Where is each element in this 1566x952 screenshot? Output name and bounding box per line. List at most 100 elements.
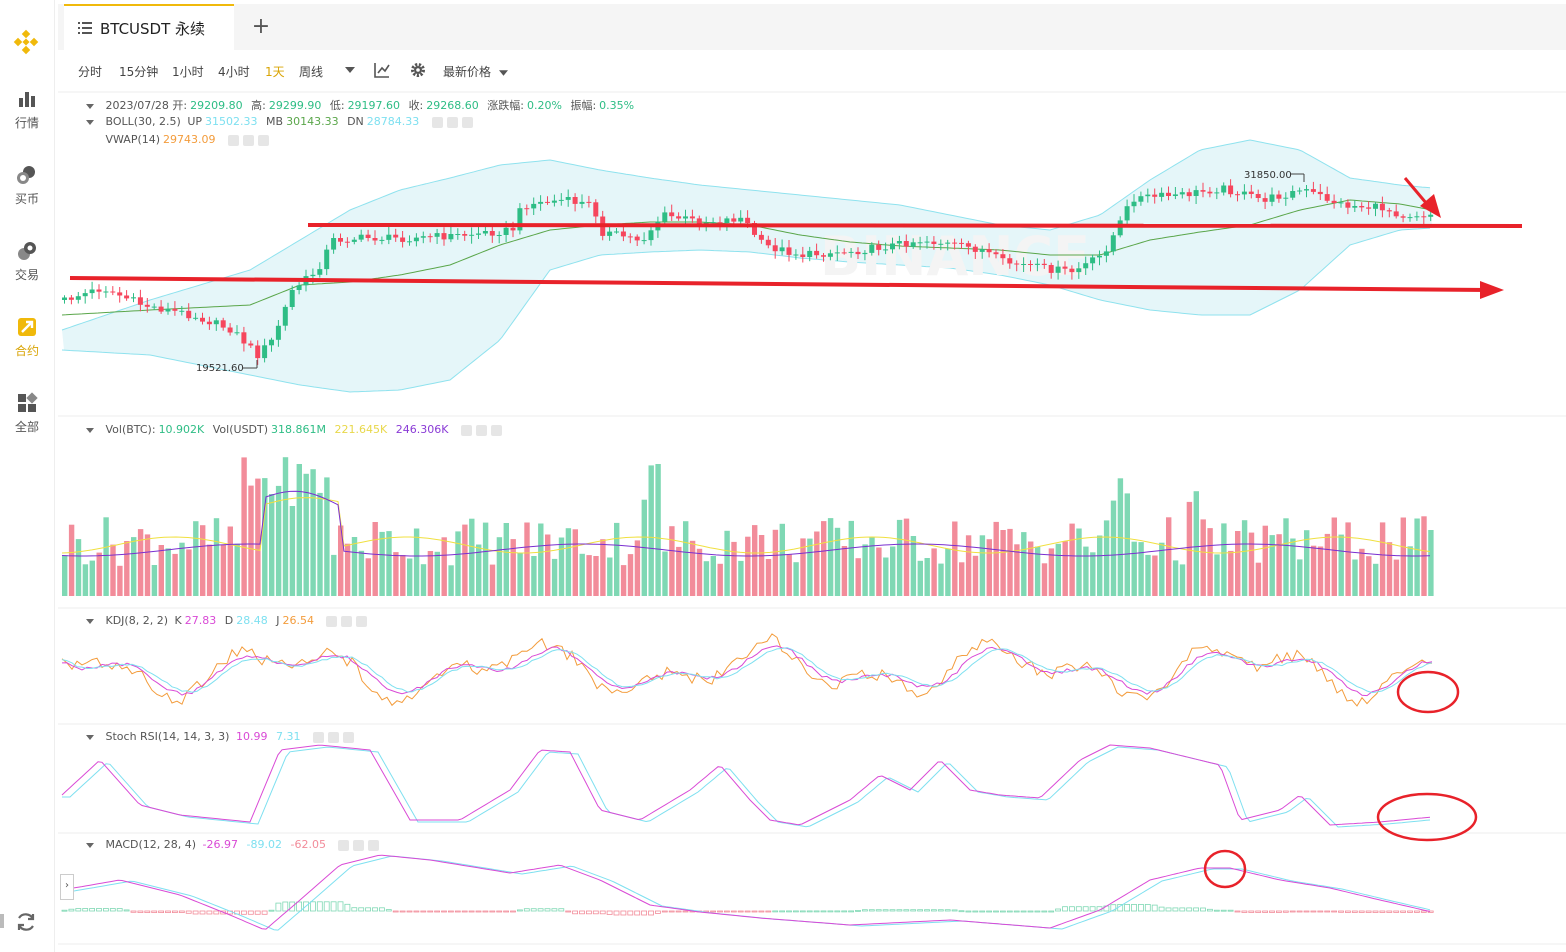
gear-icon[interactable] [341,615,353,627]
volume-bar [593,556,599,596]
candle-body [738,217,744,222]
candle-body [1386,210,1392,212]
add-tab-button[interactable]: + [248,14,274,40]
candle-body [538,201,544,204]
volume-bar [462,524,468,596]
volume-bar [1103,520,1110,596]
candle-body [496,235,502,236]
sidebar-item-trade[interactable]: 交易 [0,240,54,283]
price-type-select[interactable]: 最新价格 [443,63,508,80]
gear-icon[interactable] [475,424,487,436]
expand-panel-button[interactable]: › [60,874,74,900]
candle-body [545,201,550,203]
kdj-j: 26.54 [282,614,314,627]
candle-body [959,242,964,244]
close-icon[interactable] [368,839,380,851]
macd-histogram-bar [668,910,675,913]
eye-icon[interactable] [312,731,324,743]
gear-icon[interactable] [353,839,365,851]
macd-histogram-bar [1317,910,1324,913]
candle-body [869,244,875,253]
stochrsi-circle[interactable] [1376,792,1478,842]
volume-bar [365,558,371,596]
candle-body [1138,196,1144,202]
macd-histogram-bar [510,910,516,913]
interval-4h[interactable]: 4小时 [218,65,250,79]
close-icon[interactable] [342,731,354,743]
sidebar-item-buy[interactable]: 买币 [0,164,54,207]
boll-upper-line [61,139,1431,331]
candle-body [82,293,88,297]
resistance-line[interactable] [307,223,1523,228]
macd-histogram-bar [931,909,937,912]
sidebar-item-all[interactable]: 全部 [0,392,54,435]
tab-btcusdt[interactable]: BTCUSDT 永续 [64,4,234,50]
volume-bar [648,465,654,596]
macd-histogram-bar [523,908,530,912]
gear-icon[interactable] [243,134,255,146]
volume-bar [1317,546,1324,596]
collapse-caret-icon[interactable] [86,427,94,433]
collapse-caret-icon[interactable] [86,119,94,125]
macd-histogram-bar [937,909,944,912]
pane-dividers [58,91,1566,945]
gear-icon[interactable] [327,731,339,743]
candle-body [172,308,178,311]
gear-icon[interactable] [410,62,426,78]
indicator-icon[interactable] [374,62,390,78]
candle-body [455,234,461,235]
macd-histogram-bar [1138,904,1144,912]
macd-histogram-bar [1372,910,1379,913]
volume-bar [586,555,592,596]
volume-bar [807,538,813,596]
eye-icon[interactable] [460,424,472,436]
support-line[interactable] [69,276,1489,292]
collapse-caret-icon[interactable] [86,618,94,624]
eye-icon[interactable] [431,116,443,128]
binance-logo-icon[interactable] [12,28,40,56]
close-icon[interactable] [356,615,368,627]
eye-icon[interactable] [228,134,240,146]
macd-histogram-bar [1365,910,1372,913]
macd-histogram-bar [972,910,979,913]
interval-1d[interactable]: 1天 [265,65,285,79]
close-icon[interactable] [258,134,270,146]
collapse-caret-icon[interactable] [86,842,94,848]
macd-circle[interactable] [1203,849,1247,889]
candle-body [821,255,826,257]
volume-bar [476,544,482,596]
sidebar-item-market[interactable]: 行情 [0,88,54,131]
candle-body [1241,191,1247,195]
legend-low: 29197.60 [347,99,401,112]
interval-15min[interactable]: 15分钟 [119,65,159,79]
kdj-circle[interactable] [1396,670,1460,714]
macd-histogram-bar [717,910,723,913]
volume-bar [855,558,861,596]
stochrsi-d: 7.31 [275,730,301,743]
gear-icon[interactable] [446,116,458,128]
candle-body [103,291,109,293]
volume-bar [1145,554,1151,596]
eye-icon[interactable] [326,615,338,627]
refresh-icon[interactable] [14,910,38,934]
interval-1h[interactable]: 1小时 [172,65,204,79]
volume-bar [165,548,171,596]
close-icon[interactable] [461,116,473,128]
candle-body [779,247,785,252]
volume-bar [489,564,496,596]
interval-1min[interactable]: 分时 [78,65,103,79]
collapse-caret-icon[interactable] [86,103,94,109]
interval-1w[interactable]: 周线 [299,65,324,79]
high-price-marker: 31850.00 [1244,170,1305,182]
close-icon[interactable] [490,424,502,436]
sidebar-item-futures[interactable]: 合约 [0,316,54,359]
collapse-caret-icon[interactable] [86,734,94,740]
macd-histogram-bar [827,910,834,913]
chevron-down-icon[interactable] [345,67,355,73]
macd-histogram-bar [675,910,682,913]
user-drawings[interactable] [69,177,1523,889]
candle-body [841,252,847,254]
volume-bar [75,539,82,596]
eye-icon[interactable] [338,839,350,851]
